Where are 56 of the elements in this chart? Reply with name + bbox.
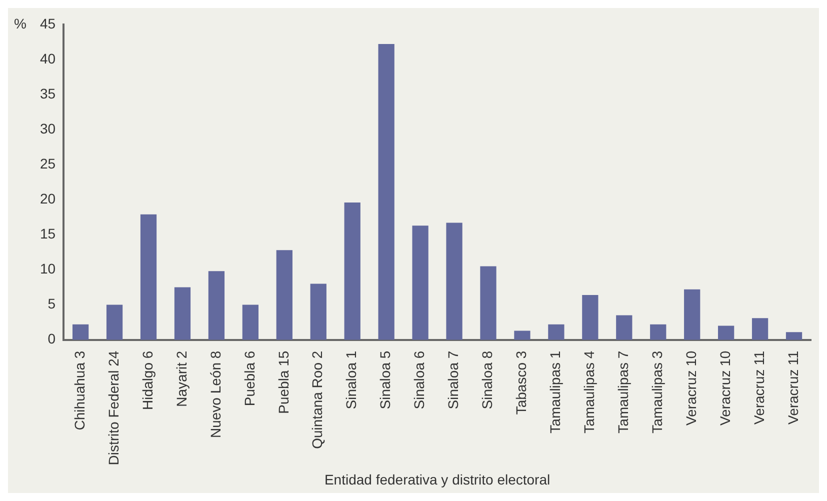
- x-tick-label: Veracruz 11: [750, 350, 767, 424]
- x-tick-label: Hidalgo 6: [139, 350, 156, 410]
- bar: [514, 330, 530, 340]
- y-tick-label: 0: [48, 330, 56, 347]
- x-tick-label: Tamaulipas 1: [547, 350, 564, 434]
- y-axis-title: %: [14, 15, 26, 32]
- bar: [548, 324, 564, 340]
- y-tick-label: 10: [40, 260, 56, 277]
- x-axis-title: Entidad federativa y distrito electoral: [324, 471, 550, 488]
- bar: [140, 214, 157, 340]
- x-tick-label: Nayarit 2: [173, 350, 190, 407]
- bar: [718, 326, 734, 340]
- bar: [106, 304, 123, 340]
- x-tick-label: Puebla 6: [241, 350, 258, 406]
- bar: [480, 266, 496, 340]
- x-tick-label: Quintana Roo 2: [309, 350, 326, 449]
- y-tick-label: 15: [40, 226, 56, 242]
- x-tick-label: Tamaulipas 4: [581, 350, 598, 434]
- bar: [786, 332, 802, 340]
- bar: [242, 304, 258, 340]
- bar: [310, 284, 326, 340]
- x-tick-label: Puebla 15: [275, 350, 292, 414]
- bar: [72, 324, 89, 340]
- bar: [446, 222, 462, 340]
- x-tick-label: Tabasco 3: [513, 350, 530, 415]
- x-tick-label: Sinaloa 5: [377, 350, 394, 410]
- x-tick-label: Sinaloa 1: [343, 350, 360, 410]
- x-tick-label: Sinaloa 7: [445, 350, 462, 410]
- x-tick-label: Veracruz 10: [682, 350, 699, 426]
- y-tick-label: 20: [40, 190, 56, 206]
- y-tick-label: 40: [40, 50, 56, 66]
- y-tick-label: 5: [48, 296, 56, 312]
- bar: [684, 289, 700, 340]
- y-tick-label: 35: [40, 85, 56, 102]
- x-tick-label: Veracruz 10: [716, 350, 733, 426]
- y-tick-label: 45: [40, 15, 56, 32]
- bar: [276, 250, 292, 340]
- bar: [378, 44, 394, 340]
- y-tick-label: 30: [40, 120, 56, 136]
- bar: [616, 315, 632, 340]
- bar: [174, 287, 191, 340]
- x-tick-label: Sinaloa 8: [479, 350, 496, 410]
- bar: [412, 226, 428, 340]
- x-tick-label: Distrito Federal 24: [105, 350, 122, 466]
- bar: [582, 294, 598, 340]
- bar: [650, 324, 666, 340]
- x-tick-label: Tamaulipas 7: [615, 350, 631, 434]
- x-tick-label: Sinaloa 6: [411, 350, 428, 410]
- bar: [208, 271, 225, 340]
- x-tick-label: Nuevo León 8: [207, 350, 224, 438]
- bar: [752, 318, 768, 340]
- x-tick-label: Veracruz 11: [784, 350, 801, 424]
- x-tick-label: Chihuahua 3: [71, 350, 88, 430]
- y-tick-label: 25: [40, 155, 56, 172]
- bar: [344, 202, 360, 340]
- x-tick-label: Tamaulipas 3: [648, 350, 665, 434]
